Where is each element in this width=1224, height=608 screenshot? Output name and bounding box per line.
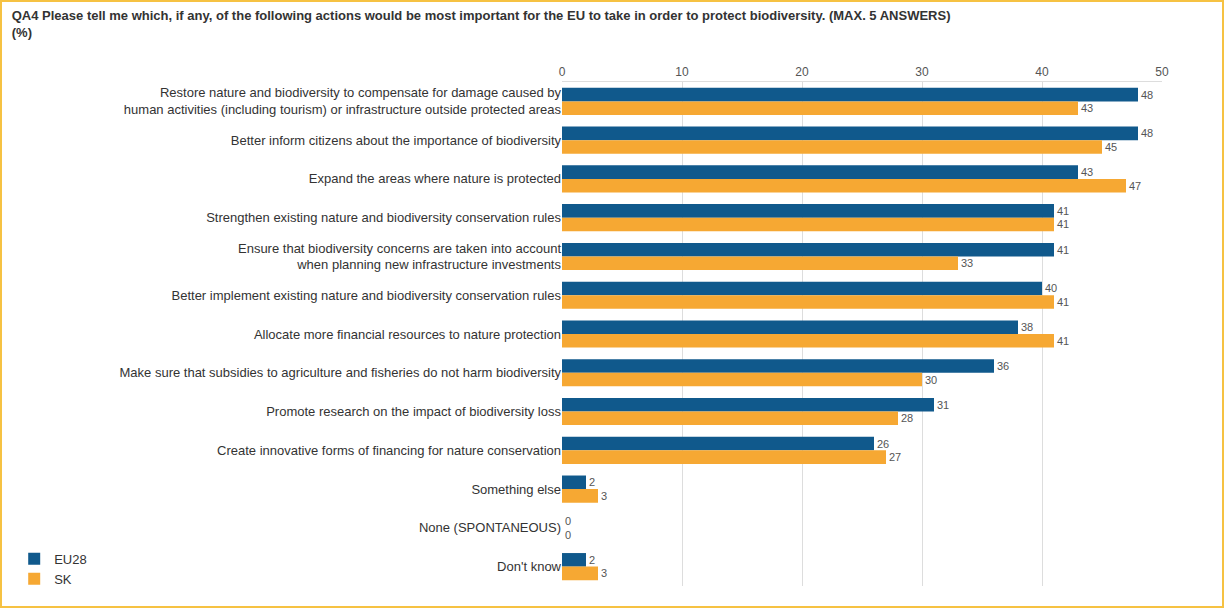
svg-text:10: 10 [675, 65, 689, 79]
svg-text:Allocate more financial resour: Allocate more financial resources to nat… [254, 327, 561, 342]
svg-text:0: 0 [565, 515, 571, 527]
svg-text:QA4 Please tell me which, if a: QA4 Please tell me which, if any, of the… [12, 8, 951, 40]
svg-text:None (SPONTANEOUS): None (SPONTANEOUS) [419, 520, 561, 535]
svg-text:Promote research on the impact: Promote research on the impact of biodiv… [266, 404, 561, 419]
svg-text:48: 48 [1141, 127, 1153, 139]
svg-text:41: 41 [1057, 205, 1069, 217]
svg-text:36: 36 [997, 360, 1009, 372]
svg-text:40: 40 [1035, 65, 1049, 79]
svg-text:0: 0 [559, 65, 566, 79]
svg-text:2: 2 [589, 476, 595, 488]
svg-text:43: 43 [1081, 102, 1093, 114]
svg-text:30: 30 [915, 65, 929, 79]
svg-text:38: 38 [1021, 321, 1033, 333]
svg-text:Make sure that subsidies to ag: Make sure that subsidies to agriculture … [120, 365, 562, 380]
svg-text:41: 41 [1057, 218, 1069, 230]
svg-text:33: 33 [961, 257, 973, 269]
svg-text:31: 31 [937, 399, 949, 411]
svg-text:41: 41 [1057, 296, 1069, 308]
svg-text:45: 45 [1105, 141, 1117, 153]
svg-text:50: 50 [1155, 65, 1169, 79]
svg-text:Better implement existing natu: Better implement existing nature and bio… [172, 288, 562, 303]
svg-text:27: 27 [889, 451, 901, 463]
svg-text:28: 28 [901, 412, 913, 424]
svg-text:26: 26 [877, 438, 889, 450]
svg-text:41: 41 [1057, 335, 1069, 347]
svg-text:0: 0 [565, 529, 571, 541]
svg-text:Something else: Something else [471, 482, 561, 497]
svg-text:SK: SK [54, 572, 72, 587]
svg-text:Ensure that biodiversity conce: Ensure that biodiversity concerns are ta… [238, 241, 562, 273]
svg-text:47: 47 [1129, 180, 1141, 192]
svg-text:Create innovative forms of fin: Create innovative forms of financing for… [217, 443, 561, 458]
svg-text:3: 3 [601, 490, 607, 502]
svg-text:Better inform citizens about t: Better inform citizens about the importa… [231, 133, 562, 148]
svg-text:40: 40 [1045, 282, 1057, 294]
svg-text:Don't know: Don't know [497, 559, 562, 574]
svg-text:41: 41 [1057, 244, 1069, 256]
svg-text:20: 20 [795, 65, 809, 79]
svg-text:43: 43 [1081, 166, 1093, 178]
svg-text:Expand the areas where nature: Expand the areas where nature is protect… [309, 171, 561, 186]
svg-text:Restore nature and biodiversit: Restore nature and biodiversity to compe… [124, 85, 562, 117]
svg-text:Strengthen existing nature and: Strengthen existing nature and biodivers… [206, 210, 561, 225]
svg-text:3: 3 [601, 567, 607, 579]
svg-text:EU28: EU28 [54, 552, 87, 567]
svg-text:48: 48 [1141, 89, 1153, 101]
svg-text:30: 30 [925, 374, 937, 386]
svg-text:2: 2 [589, 554, 595, 566]
